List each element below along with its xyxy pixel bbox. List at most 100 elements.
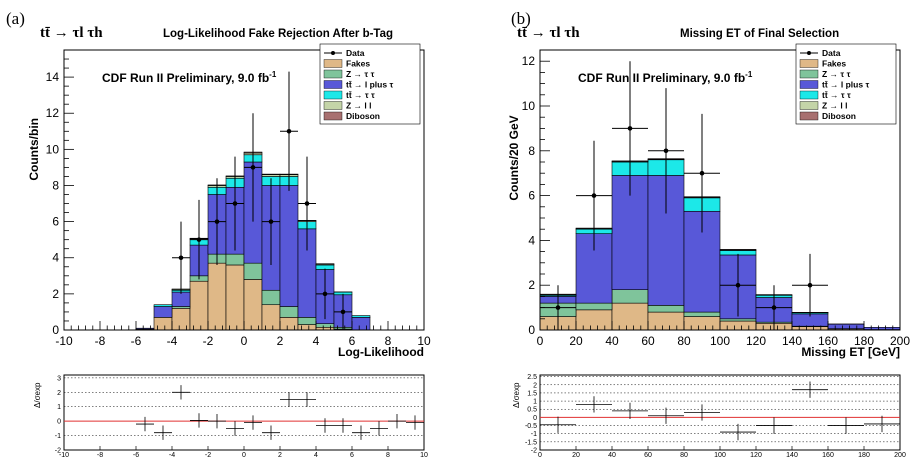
hist-bar-ttlplus [827,323,865,329]
hist-bar-z [683,311,721,317]
hist-bar-fakes [647,311,685,331]
data-point [196,237,202,242]
ratio-x-tick-label: 140 [786,452,798,459]
x-tick-label: 80 [677,334,691,348]
ratio-x-tick-label: 0 [538,452,542,459]
x-tick-label: 10 [417,334,431,348]
y-tick-label: 10 [522,99,536,113]
x-tick-label: -2 [203,334,214,348]
legend-swatch [799,59,819,68]
panel-b-ratio-ylabel: Δ/σexp [512,382,521,408]
legend-entry: Z → τ τ [346,69,375,79]
ratio-y-tick-label: 2 [57,390,61,397]
x-tick-label: 140 [782,334,802,348]
y-tick-label: 0 [52,323,59,337]
legend-swatch [799,80,819,89]
x-tick-label: 20 [569,334,583,348]
hist-bar-z [315,323,335,328]
hist-bar-tt [153,304,173,307]
ratio-y-tick-label: 2.5 [527,374,537,381]
hist-bar-z [243,262,263,280]
panel-b-title: Missing ET of Final Selection [680,28,839,40]
x-tick-label: 8 [385,334,392,348]
panel-b-plot: 0 20 40 60 80 100 120 140 160 180 200024681012Data… [522,43,910,459]
legend-entry: Data [822,48,841,58]
hist-bar-fakes [225,264,245,331]
legend-entry: Z → l l [822,101,848,111]
ratio-y-tick-label: 1 [57,404,61,411]
data-point [555,305,561,310]
y-tick-label: 0 [528,323,535,337]
ratio-x-tick-label: 0 [242,452,246,459]
legend-swatch [799,111,819,121]
x-tick-label: 160 [818,334,838,348]
data-point [286,128,292,134]
panel-b-ylabel: Counts/20 GeV [507,115,521,200]
chart-marks: -10 -8 -6 -4 -2 0 2 4 6 8 1002468101214DataFakesZ … [46,43,910,459]
x-tick-label: 180 [854,334,874,348]
ratio-x-tick-label: -4 [169,452,175,459]
hist-bar-fakes [683,316,721,331]
hist-bar-z [647,305,685,313]
ratio-x-tick-label: 6 [350,452,354,459]
legend-swatch [323,80,343,89]
legend-swatch [799,101,819,110]
hist-bar-fakes [171,308,191,331]
ratio-x-tick-label: 100 [714,452,726,459]
hist-bar-z [575,302,613,311]
data-point [232,201,238,206]
legend-data-marker [331,51,335,55]
y-tick-label: 12 [522,54,536,68]
ratio-x-tick-label: -6 [133,452,139,459]
x-tick-label: -4 [167,334,178,348]
x-tick-label: 100 [710,334,730,348]
ratio-x-tick-label: 40 [608,452,616,459]
ratio-x-tick-label: 120 [750,452,762,459]
panel-b-prelim: CDF Run II Preliminary, 9.0 fb-1 [578,70,753,85]
hist-bar-fakes [297,324,317,331]
x-tick-label: -10 [55,334,73,348]
hist-bar-ttlplus [279,185,299,307]
ratio-x-tick-label: 60 [644,452,652,459]
hist-bar-fakes [611,302,649,331]
panel-a-plot: -10 -8 -6 -4 -2 0 2 4 6 8 1002468101214DataFakesZ … [46,43,431,459]
y-tick-label: 6 [52,215,59,229]
y-tick-label: 8 [528,144,535,158]
y-tick-label: 2 [528,278,535,292]
legend-entry: Data [346,48,365,58]
data-point [735,282,741,288]
hist-bar-z [279,306,299,318]
hist-bar-tt [351,315,371,318]
ratio-y-tick-label: 0 [57,419,61,426]
y-tick-label: 2 [52,287,59,301]
x-tick-label: 0 [537,334,544,348]
hist-bar-fakes [189,280,209,331]
ratio-y-tick-label: -1.5 [525,439,537,446]
y-tick-label: 14 [46,70,60,84]
x-tick-label: 120 [746,334,766,348]
x-tick-label: -8 [95,334,106,348]
ratio-x-tick-label: -10 [59,452,69,459]
legend-swatch [323,101,343,110]
hist-bar-z [719,318,757,322]
legend-entry: Z → l l [346,101,372,111]
data-point [699,170,705,176]
x-tick-label: 200 [890,334,910,348]
data-point [591,193,597,198]
panel-b-xlabel: Missing ET [GeV] [801,345,900,359]
hist-bar-fakes [207,262,227,331]
x-tick-label: -6 [131,334,142,348]
legend-swatch [323,90,343,100]
hist-bar-ttlplus [863,327,901,330]
data-point [340,309,346,315]
legend-entry: Fakes [822,59,846,69]
ratio-y-tick-label: 0 [533,415,537,422]
y-tick-label: 10 [46,142,60,156]
legend-data-marker [807,51,811,55]
ratio-x-tick-label: 160 [822,452,834,459]
y-tick-label: 4 [52,251,59,265]
hist-bar-fakes [279,317,299,331]
x-tick-label: 60 [641,334,655,348]
ratio-x-tick-label: 200 [894,452,906,459]
legend-entry: tt̄ → τ τ [822,90,851,100]
